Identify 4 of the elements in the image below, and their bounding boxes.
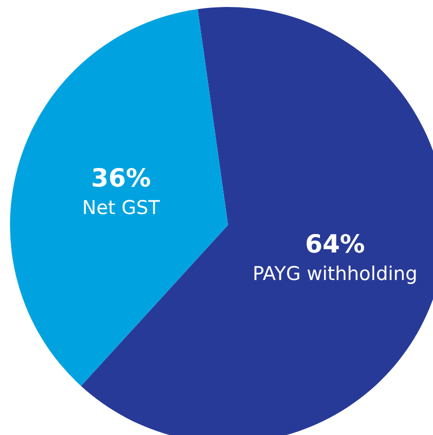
slice-label: Net GST (82, 196, 160, 219)
data-label: 64% (305, 230, 365, 259)
slice-label: PAYG withholding (252, 263, 418, 286)
data-label: 36% (91, 163, 151, 192)
